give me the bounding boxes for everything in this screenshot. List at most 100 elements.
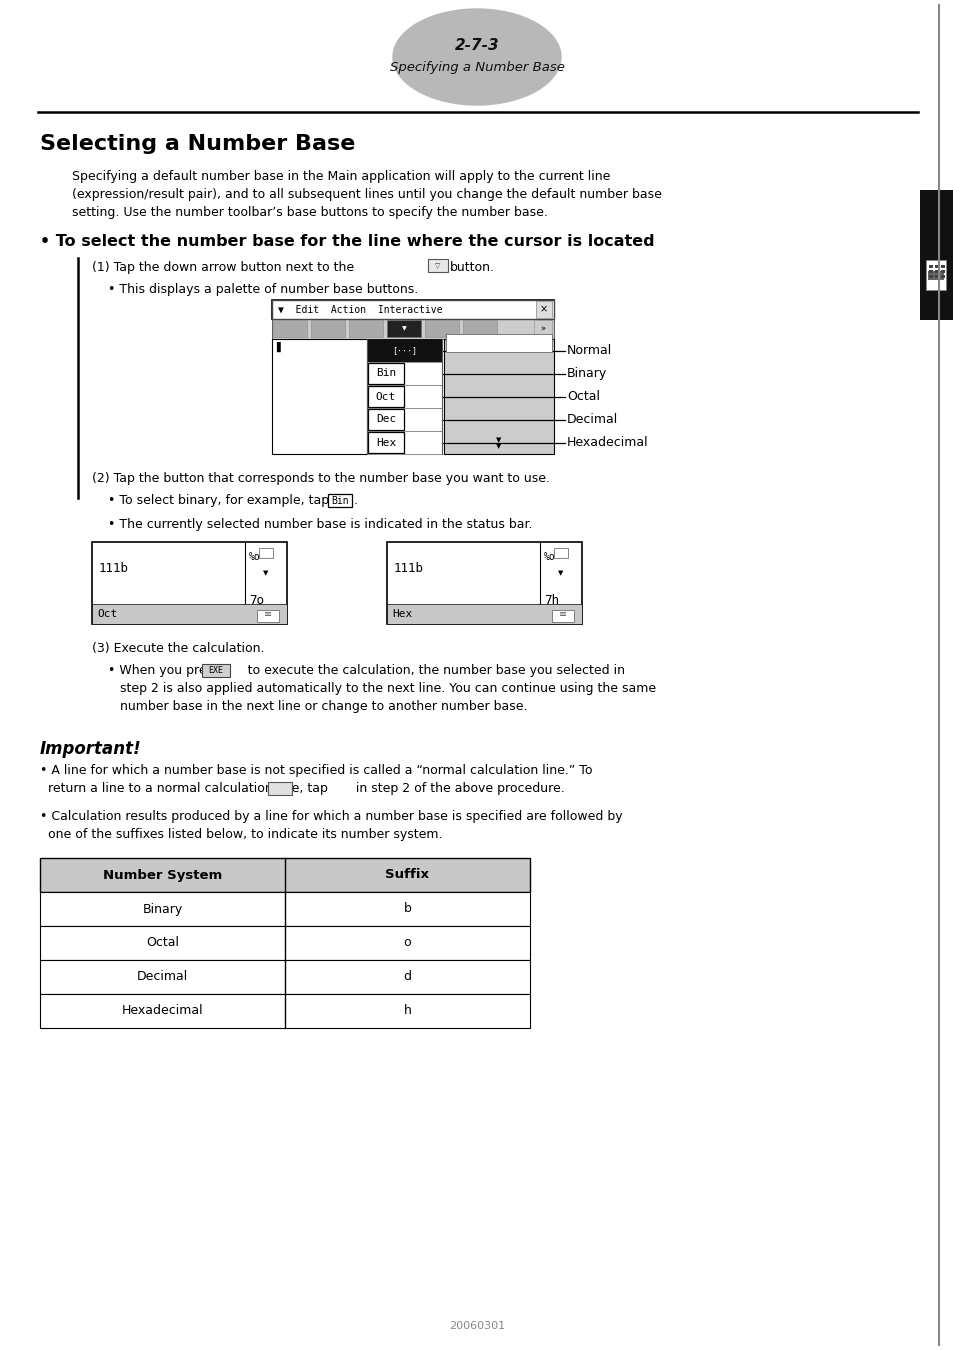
Bar [272,319,554,339]
Text: Selecting a Number Base: Selecting a Number Base [40,134,355,154]
Bar [272,319,554,339]
Bar [387,541,581,624]
Text: (expression/result pair), and to all subsequent lines until you change the defau: (expression/result pair), and to all sub… [71,188,661,201]
Bar [91,541,287,624]
Bar [940,275,944,278]
Text: ≡: ≡ [558,609,566,620]
Text: step 2 is also applied automatically to the next line. You can continue using th: step 2 is also applied automatically to … [108,682,656,695]
Text: • The currently selected number base is indicated in the status bar.: • The currently selected number base is … [108,518,532,531]
Text: 111b: 111b [99,562,129,575]
Text: ▲: ▲ [496,340,501,350]
Bar [934,270,938,273]
Text: ▽: ▽ [435,263,440,269]
Bar [934,275,938,278]
Text: %o: %o [543,552,556,562]
Text: ▌: ▌ [275,342,283,352]
Bar [368,409,403,431]
Text: .: . [354,494,357,508]
Bar [387,320,420,338]
Bar [368,363,403,383]
Text: (3) Execute the calculation.: (3) Execute the calculation. [91,643,264,655]
Text: Specifying a Number Base: Specifying a Number Base [389,62,564,74]
Text: • To select the number base for the line where the cursor is located: • To select the number base for the line… [40,234,654,248]
Text: EXE: EXE [209,666,223,675]
Text: d: d [403,971,411,984]
Bar [368,386,403,406]
Text: Oct: Oct [375,392,395,401]
Text: h: h [403,1004,411,1018]
Text: Octal: Octal [566,390,599,404]
Bar [462,320,497,338]
Text: Specifying a default number base in the Main application will apply to the curre: Specifying a default number base in the … [71,170,610,184]
Bar [367,362,441,385]
Bar [91,603,287,624]
Text: »: » [539,324,545,333]
Text: 20060301: 20060301 [449,1322,504,1331]
Ellipse shape [393,9,560,105]
Text: 111b: 111b [394,562,423,575]
Text: Hex: Hex [375,437,395,447]
Bar [40,960,530,994]
Text: Number System: Number System [103,868,222,882]
Text: ▼: ▼ [263,570,269,576]
Text: ≡: ≡ [264,609,272,620]
Bar [928,270,932,273]
Bar [311,320,345,338]
Bar [443,339,554,454]
Text: Binary: Binary [142,903,182,915]
Bar [927,271,943,279]
Bar [272,339,367,454]
Text: Binary: Binary [566,367,607,379]
Bar [928,275,932,278]
Text: • To select binary, for example, tap: • To select binary, for example, tap [108,494,329,508]
Text: • Calculation results produced by a line for which a number base is specified ar: • Calculation results produced by a line… [40,810,622,824]
Text: Suffix: Suffix [385,868,429,882]
Text: o: o [403,937,411,949]
Text: Oct: Oct [97,609,117,620]
Bar [552,610,574,622]
Bar [202,664,230,676]
Text: Hexadecimal: Hexadecimal [566,436,648,450]
Bar [268,782,292,795]
Bar [272,300,554,319]
Text: 7o: 7o [249,594,264,608]
Bar [387,603,581,624]
Text: • When you press       to execute the calculation, the number base you selected : • When you press to execute the calculat… [108,664,624,676]
Bar [367,408,441,431]
Bar [367,385,441,408]
Text: Decimal: Decimal [566,413,618,427]
Text: ▲: ▲ [263,552,269,558]
Text: 2-7-3: 2-7-3 [455,39,498,54]
Text: Hexadecimal: Hexadecimal [122,1004,203,1018]
Bar [536,301,552,319]
Bar [534,320,552,338]
Text: Bin: Bin [375,369,395,378]
Bar [273,320,307,338]
Text: Decimal: Decimal [136,971,188,984]
Bar [554,548,567,558]
Text: b: b [403,903,411,915]
Text: Hex: Hex [392,609,412,620]
Bar [446,333,552,352]
Bar [367,339,441,362]
Bar [40,859,530,892]
Bar [940,270,944,273]
Bar [258,548,273,558]
Bar [387,320,420,338]
Text: • A line for which a number base is not specified is called a “normal calculatio: • A line for which a number base is not … [40,764,592,778]
Text: (1) Tap the down arrow button next to the: (1) Tap the down arrow button next to th… [91,261,354,274]
Text: ▼: ▼ [558,570,563,576]
Text: ▼: ▼ [496,443,501,450]
Bar [272,300,554,319]
Text: Normal: Normal [566,344,612,356]
Bar [349,320,382,338]
Text: %o: %o [249,552,260,562]
Text: Dec: Dec [375,414,395,424]
Bar [256,610,278,622]
Text: ▼: ▼ [401,327,406,332]
Text: ▲: ▲ [558,552,563,558]
Text: one of the suffixes listed below, to indicate its number system.: one of the suffixes listed below, to ind… [40,828,442,841]
Text: return a line to a normal calculation line, tap       in step 2 of the above pro: return a line to a normal calculation li… [40,782,564,795]
Bar [919,190,953,320]
Bar [424,320,458,338]
